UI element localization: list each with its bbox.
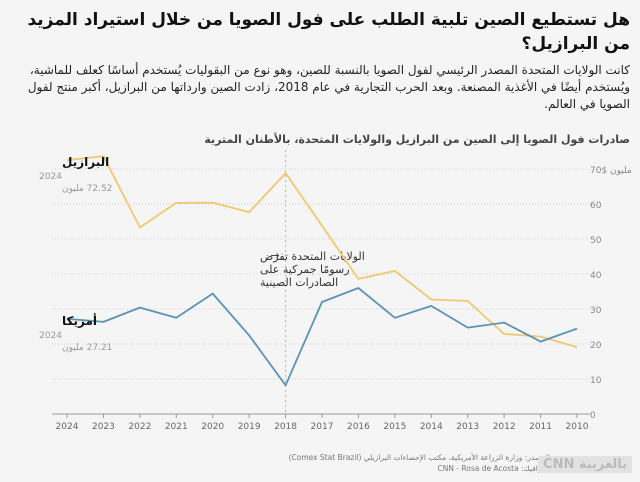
y-tick-label: 10 <box>590 376 602 386</box>
y-tick-label: 0 <box>590 411 596 421</box>
series-end-label-year: 2024 <box>39 172 62 182</box>
x-tick-label: 2021 <box>165 422 188 432</box>
annotation-text: رسومًا جمركية على <box>260 263 350 276</box>
y-tick-label: 60 <box>590 201 602 211</box>
x-tick-label: 2020 <box>201 422 224 432</box>
series-end-label-value: 72.52 مليون <box>62 184 112 194</box>
x-tick-label: 2022 <box>128 422 151 432</box>
graphic-credit-line: الغرافيك: CNN - Rosa de Acosta <box>437 464 551 473</box>
headline: هل تستطيع الصين تلبية الطلب على فول الصو… <box>27 10 630 54</box>
x-tick-label: 2011 <box>529 422 552 432</box>
source-line: المصدر: وزارة الزراعة الأمريكية، مكتب ال… <box>288 453 550 462</box>
x-tick-label: 2010 <box>566 422 589 432</box>
x-tick-label: 2023 <box>92 422 115 432</box>
series-line-usa <box>66 287 578 387</box>
y-tick-label: 70$ مليون <box>590 166 632 176</box>
series-end-label-name: أمريكا <box>62 313 97 328</box>
x-tick-label: 2024 <box>56 422 79 432</box>
cnn-arabic-logo: CNN بالعربية <box>538 456 632 473</box>
annotation-arrow: → <box>270 249 279 262</box>
intro-paragraph: كانت الولايات المتحدة المصدر الرئيسي لفو… <box>27 63 630 111</box>
x-tick-label: 2014 <box>420 422 443 432</box>
x-tick-label: 2015 <box>383 422 406 432</box>
series-end-label-year: 2024 <box>39 331 62 341</box>
x-tick-label: 2013 <box>456 422 479 432</box>
x-tick-label: 2017 <box>311 422 334 432</box>
y-tick-label: 20 <box>590 341 602 351</box>
x-tick-label: 2019 <box>238 422 261 432</box>
x-tick-label: 2012 <box>493 422 516 432</box>
y-tick-label: 50 <box>590 236 602 246</box>
y-tick-label: 30 <box>590 306 602 316</box>
x-tick-label: 2018 <box>274 422 297 432</box>
y-tick-label: 40 <box>590 271 602 281</box>
annotation-text: الصادرات الصينية <box>260 276 338 289</box>
series-end-label-value: 27.21 مليون <box>62 343 112 353</box>
chart-title: صادرات فول الصويا إلى الصين من البرازيل … <box>204 133 630 146</box>
source-credit: المصدر: وزارة الزراعة الأمريكية، مكتب ال… <box>220 452 550 474</box>
annotation-text: الولايات المتحدة تفرض <box>260 250 365 263</box>
x-tick-label: 2016 <box>347 422 370 432</box>
series-end-label-name: البرازيل <box>62 155 109 169</box>
